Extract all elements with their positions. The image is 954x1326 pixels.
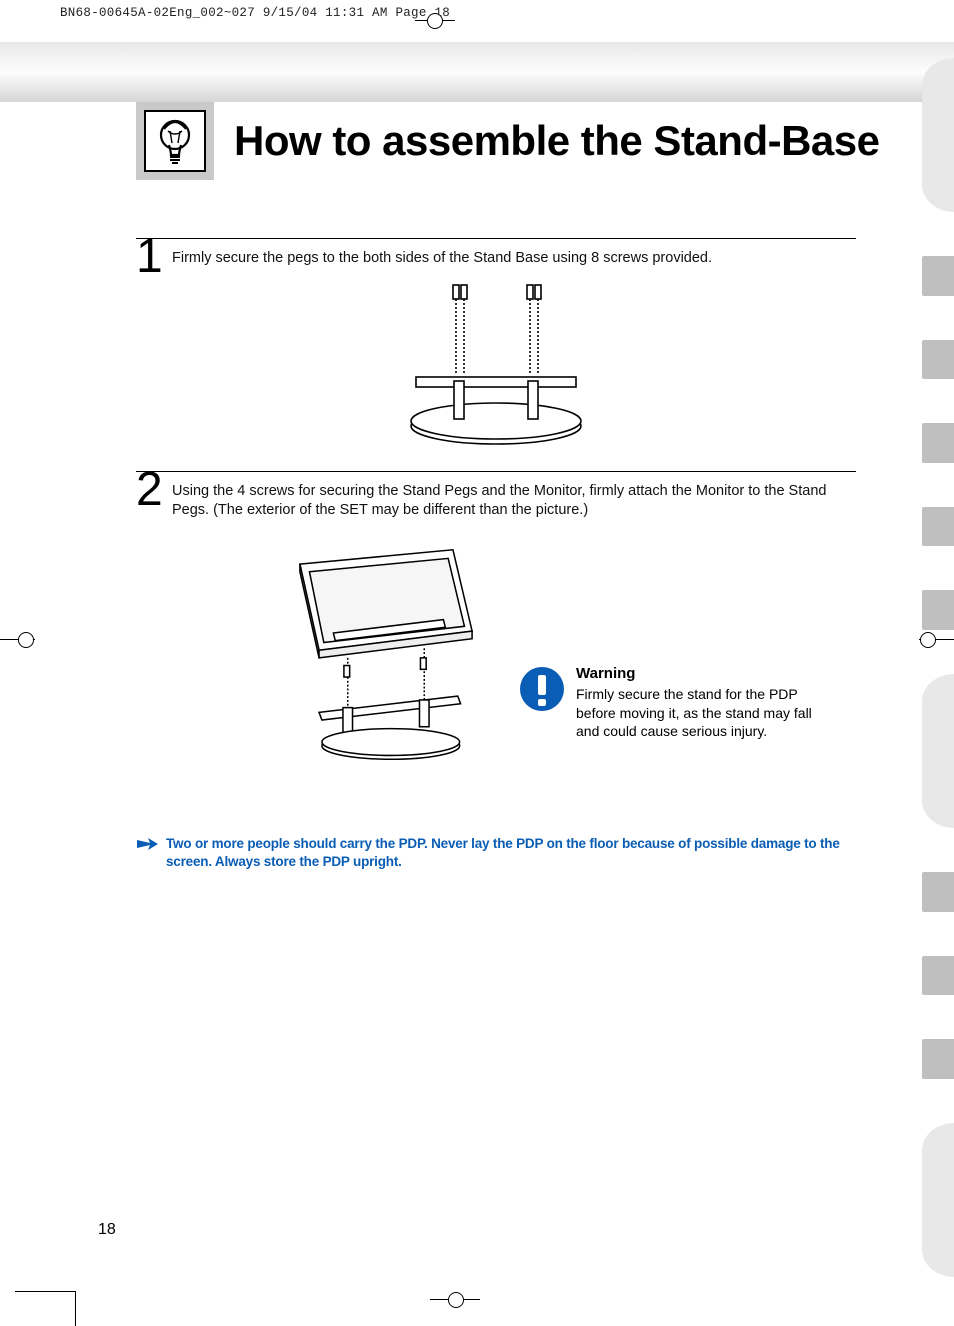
side-tab: [922, 674, 954, 828]
crop-mark-top: [415, 20, 455, 21]
step-text: Using the 4 screws for securing the Stan…: [172, 482, 856, 521]
side-tab: [922, 1123, 954, 1277]
warning-body: Firmly secure the stand for the PDP befo…: [576, 685, 836, 742]
side-tab: [922, 590, 954, 629]
step-2: 2 Using the 4 screws for securing the St…: [136, 471, 856, 765]
arrow-icon: [136, 837, 158, 851]
lightbulb-icon: [154, 117, 196, 165]
content-area: 1 Firmly secure the pegs to the both sid…: [136, 238, 856, 871]
print-header: BN68-00645A-02Eng_002~027 9/15/04 11:31 …: [60, 6, 450, 20]
page-number: 18: [98, 1221, 116, 1239]
side-tabs: [908, 48, 954, 1321]
side-tab: [922, 1039, 954, 1078]
crop-mark-bottom: [430, 1285, 480, 1315]
diagram-stand-base: [386, 281, 606, 451]
page-title: How to assemble the Stand-Base: [234, 102, 880, 180]
warning-icon: [518, 665, 566, 713]
step-number: 2: [136, 466, 163, 514]
side-tab: [922, 872, 954, 911]
side-tab: [922, 423, 954, 462]
side-tab: [922, 340, 954, 379]
side-tab: [922, 256, 954, 295]
warning-title: Warning: [576, 665, 836, 682]
step-1: 1 Firmly secure the pegs to the both sid…: [136, 238, 856, 451]
diagram-monitor-stand: [276, 545, 496, 765]
step-text: Firmly secure the pegs to the both sides…: [172, 249, 856, 269]
note-text: Two or more people should carry the PDP.…: [166, 835, 856, 871]
warning-block: Warning Firmly secure the stand for the …: [518, 665, 836, 742]
note-row: Two or more people should carry the PDP.…: [136, 835, 856, 871]
title-icon-box: [136, 102, 214, 180]
side-tab: [922, 956, 954, 995]
side-tab: [922, 507, 954, 546]
header-gradient: [0, 42, 954, 102]
crop-mark-left: [0, 625, 50, 655]
side-tab: [922, 58, 954, 212]
step-number: 1: [136, 233, 163, 281]
